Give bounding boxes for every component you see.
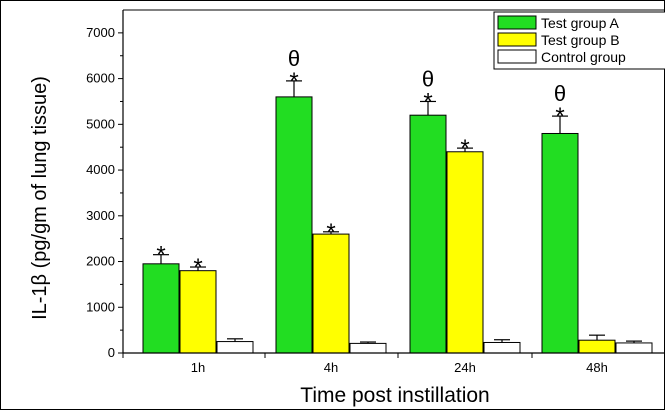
bar: [216, 341, 254, 354]
y-tick-label: 5000: [86, 116, 115, 131]
x-tick-label: 1h: [191, 360, 205, 375]
bar: [275, 96, 313, 354]
legend-label: Test group B: [541, 32, 620, 48]
bar: [541, 132, 579, 354]
significance-star: *: [156, 242, 165, 269]
bar: [483, 341, 521, 354]
bar: [142, 263, 180, 354]
x-tick-label: 24h: [454, 360, 476, 375]
significance-theta: θ: [422, 66, 434, 91]
bar: [349, 342, 387, 354]
x-tick-label: 48h: [586, 360, 608, 375]
plot-area: 01000200030004000500060007000**θ*θ*θ***1…: [86, 9, 665, 375]
x-tick-label: 4h: [324, 360, 338, 375]
significance-star: *: [423, 88, 432, 115]
legend-label: Control group: [541, 49, 626, 65]
y-tick-label: 3000: [86, 208, 115, 223]
significance-theta: θ: [554, 81, 566, 106]
significance-star: *: [289, 68, 298, 95]
y-tick-label: 1000: [86, 299, 115, 314]
significance-star: *: [326, 219, 335, 246]
legend-swatch: [497, 15, 537, 30]
bar: [578, 339, 616, 354]
significance-star: *: [555, 103, 564, 130]
y-tick-label: 6000: [86, 71, 115, 86]
bar: [615, 342, 653, 354]
bar: [179, 270, 217, 354]
x-axis-label: Time post instillation: [300, 384, 489, 407]
significance-theta: θ: [288, 46, 300, 71]
bar: [446, 151, 484, 354]
bar: [312, 233, 350, 354]
y-tick-label: 2000: [86, 254, 115, 269]
significance-star: *: [193, 254, 202, 281]
bar: [409, 114, 447, 354]
y-axis-label: IL-1β (pg/gm of lung tissue): [29, 76, 51, 320]
legend-swatch: [497, 49, 537, 64]
y-tick-label: 4000: [86, 162, 115, 177]
legend-swatch: [497, 32, 537, 47]
y-tick-label: 7000: [86, 25, 115, 40]
legend-label: Test group A: [541, 15, 619, 31]
y-tick-label: 0: [108, 345, 115, 360]
significance-star: *: [460, 135, 469, 162]
